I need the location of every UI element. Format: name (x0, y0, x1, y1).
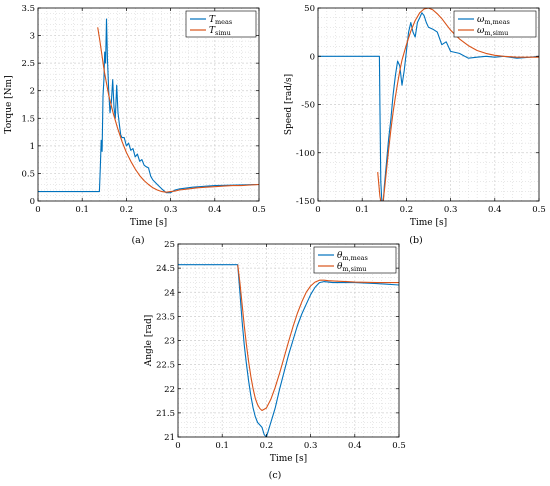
y-tick-label: 2 (30, 87, 35, 97)
x-tick-label: 0.2 (260, 441, 274, 451)
x-tick-label: 0.5 (252, 205, 266, 215)
legend-subscript: m,meas (484, 18, 509, 26)
x-axis-label: Time [s] (270, 454, 307, 464)
series-line-m-simu (237, 264, 399, 412)
panel-label: (b) (409, 235, 423, 246)
x-tick-label: 0.2 (400, 205, 414, 215)
y-tick-label: 50 (304, 4, 315, 14)
y-tick-label: 22 (164, 385, 175, 395)
legend-symbol: T (209, 15, 216, 25)
legend-subscript: simu (215, 29, 231, 37)
legend-box (313, 246, 397, 274)
x-tick-label: 0.5 (532, 205, 546, 215)
grid (178, 244, 399, 437)
chart-panel-2: 0 0.1 0.2 0.3 0.4 0.5 -150 -100 -50 0 50 Time [s] Sp… (284, 4, 546, 246)
y-tick-label: -50 (301, 101, 315, 111)
y-tick-label: 2.5 (21, 59, 35, 69)
y-tick-label: 1.5 (21, 114, 35, 124)
legend-entry: ωm,meas (477, 15, 510, 26)
grid (38, 8, 259, 201)
x-tick-label: 0.4 (208, 205, 222, 215)
legend-subscript: m,simu (484, 29, 508, 37)
legend-entry: θm,meas (337, 251, 368, 262)
legend-symbol: θ (337, 262, 343, 272)
legend-box (185, 10, 257, 38)
x-tick-label: 0 (315, 205, 320, 215)
series-line-m-meas (318, 12, 539, 201)
x-tick-label: 0.4 (488, 205, 502, 215)
legend-entry: θm,simu (337, 262, 366, 273)
y-tick-label: 1 (30, 142, 35, 152)
x-tick-label: 0.3 (444, 205, 458, 215)
legend-symbol: ω (477, 15, 485, 25)
legend-entry: Tsimu (209, 26, 231, 37)
y-tick-label: 24.5 (156, 264, 175, 274)
y-tick-label: 23.5 (156, 312, 175, 322)
panel-label: (a) (131, 235, 144, 246)
legend-subscript: m,simu (342, 265, 366, 273)
series-line-meas (38, 18, 259, 194)
y-tick-label: 21.5 (156, 409, 175, 419)
y-tick-label: 25 (164, 240, 175, 250)
x-tick-label: 0.4 (348, 441, 362, 451)
x-tick-label: 0 (175, 441, 180, 451)
x-tick-label: 0.3 (164, 205, 178, 215)
y-tick-label: 23 (164, 337, 175, 347)
y-tick-label: 3.5 (21, 4, 35, 14)
y-tick-label: -150 (296, 197, 315, 207)
y-axis-label: Torque [Nm] (4, 75, 14, 133)
series-line-simu (97, 27, 259, 193)
x-axis-label: Time [s] (130, 218, 167, 228)
legend-entry: Tmeas (209, 15, 232, 26)
legend-box (453, 10, 537, 38)
y-tick-label: 24 (164, 288, 175, 298)
y-tick-label: -100 (296, 149, 315, 159)
x-axis-label: Time [s] (410, 218, 447, 228)
y-axis-label: Angle [rad] (144, 315, 154, 368)
y-tick-label: 0.5 (21, 169, 35, 179)
legend-symbol: ω (477, 26, 485, 36)
x-tick-label: 0.3 (304, 441, 318, 451)
axes-box (37, 7, 260, 202)
y-tick-label: 3 (30, 32, 35, 42)
panel-label: (c) (269, 470, 282, 481)
series-line-m-meas (178, 264, 399, 437)
chart-panel-3: 0 0.1 0.2 0.3 0.4 0.5 21 21.5 22 22.5 23 23.5 24 24.5… (144, 240, 406, 481)
x-tick-label: 0.1 (75, 205, 89, 215)
y-axis-label: Speed [rad/s] (284, 74, 294, 135)
legend-entry: ωm,simu (477, 26, 508, 37)
x-tick-label: 0.1 (355, 205, 369, 215)
x-tick-label: 0.2 (120, 205, 134, 215)
x-tick-label: 0.1 (215, 441, 229, 451)
y-tick-label: 21 (164, 433, 175, 443)
legend-subscript: meas (215, 18, 232, 26)
x-tick-label: 0.5 (392, 441, 406, 451)
y-tick-label: 0 (30, 197, 35, 207)
x-tick-label: 0 (35, 205, 40, 215)
legend-symbol: θ (337, 251, 343, 261)
y-tick-label: 0 (310, 52, 315, 62)
series-line-m-simu (377, 8, 539, 201)
grid (318, 8, 539, 201)
chart-panel-1: 0 0.1 0.2 0.3 0.4 0.5 0 0.5 1 1.5 2 2.5 3 3.5 Time [s]… (4, 4, 266, 246)
legend-symbol: T (209, 26, 216, 36)
legend-subscript: m,meas (342, 254, 367, 262)
y-tick-label: 22.5 (156, 361, 175, 371)
